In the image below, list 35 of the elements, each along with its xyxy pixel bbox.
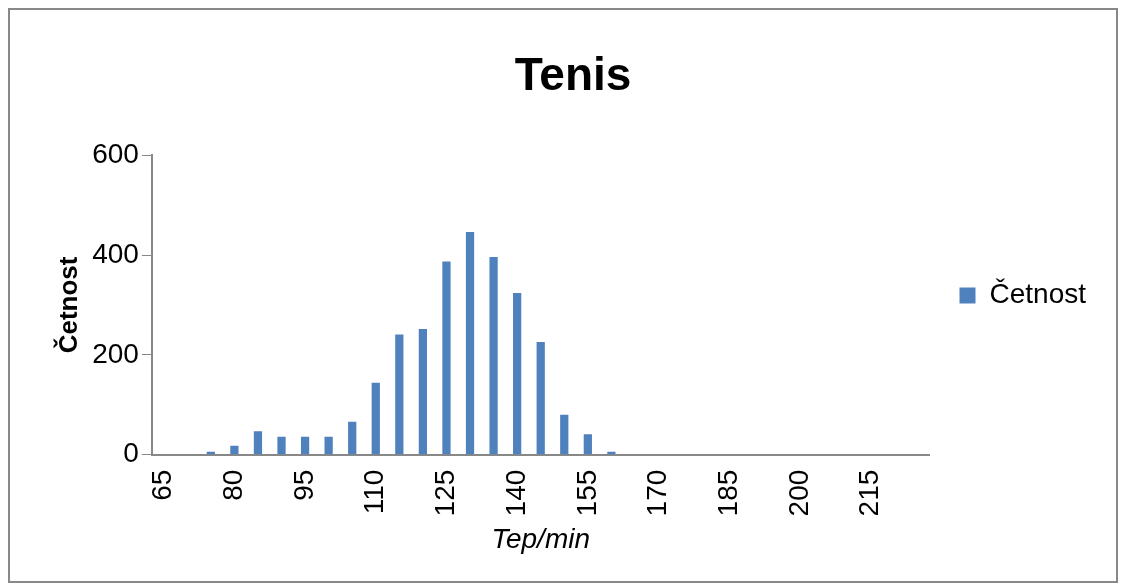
bar [418,328,428,455]
x-tick-label: 110 [358,469,390,515]
x-tick-label: 125 [429,469,461,517]
x-tick-label: 170 [641,469,673,517]
bar [277,436,286,455]
y-tick-label: 600 [92,137,139,169]
bar [513,292,522,455]
x-tick-label: 80 [217,469,249,501]
x-tick-label: 215 [853,469,885,517]
bar [324,436,333,455]
y-tick-label: 400 [92,237,139,269]
x-axis-title: Tep/min [491,523,590,554]
bar [465,232,475,455]
x-tick-label: 185 [711,469,743,517]
y-tick-label: 200 [92,337,139,369]
chart-title: Tenis [514,48,632,101]
x-tick-label: 155 [570,469,602,517]
legend-label: Četnost [989,278,1087,310]
bar [583,434,592,455]
bar [253,431,263,455]
y-tick-label: 0 [123,437,139,469]
x-tick-label: 140 [499,469,531,517]
bar [560,414,569,455]
bar [371,382,380,455]
y-axis-title: Četnost [52,256,83,354]
bar [536,341,545,455]
x-tick-label: 95 [287,469,319,501]
x-tick-label: 65 [146,469,178,501]
bar [489,257,498,455]
bar [442,261,451,455]
bar [395,334,404,455]
bar [348,421,357,455]
bar [300,436,310,455]
bar [230,445,239,455]
x-tick-label: 200 [782,469,814,517]
